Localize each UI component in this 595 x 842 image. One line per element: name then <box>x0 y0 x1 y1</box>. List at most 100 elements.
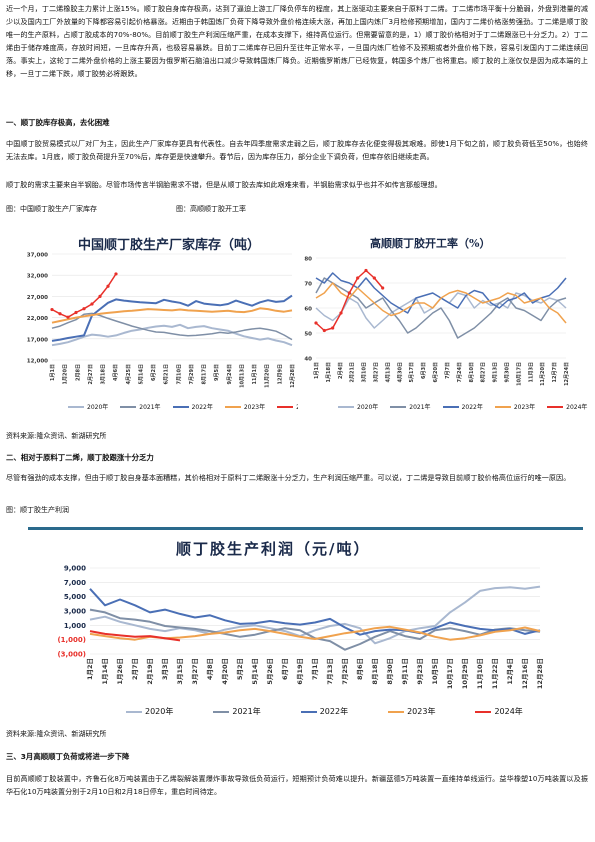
series-line-3 <box>51 307 293 324</box>
x-tick-label: 11月22日 <box>491 658 499 689</box>
x-tick-label: 1月26日 <box>116 658 124 685</box>
x-tick-label: 6月2日 <box>150 364 157 381</box>
series-point <box>347 291 351 295</box>
x-tick-label: 8月30日 <box>386 658 394 685</box>
operating-rate-chart: 高顺顺丁胶开工率（%） 40 50 60 70 80 1月1日 1月18日 2月4日 2月21日… <box>298 226 587 414</box>
y-tick-label: 5,000 <box>64 593 86 601</box>
section-3-heading: 三、3月高顺顺丁负荷或将进一步下降 <box>6 752 130 761</box>
x-tick-label: 8月10日 <box>468 362 475 382</box>
section-1-heading: 一、顺丁胶库存极高，去化困难 <box>6 118 110 127</box>
profit-chart: 顺丁胶生产利润（元/吨） (3,000) (1,000) 1,000 3,000 5,0… <box>28 527 583 722</box>
profit-chart-title: 顺丁胶生产利润（元/吨） <box>176 540 371 558</box>
x-tick-label: 7月7日 <box>444 362 451 379</box>
legend-entry: 2023年 <box>494 402 536 411</box>
inventory-chart-plot: 12,000 17,000 22,000 27,000 32,000 37,000 1月1日… <box>27 253 295 388</box>
legend-label: 2023年 <box>243 404 266 411</box>
x-tick-label: 11月20日 <box>539 362 546 386</box>
series-point <box>364 268 368 273</box>
y-tick-label: 37,000 <box>27 253 48 259</box>
y-tick-label: 80 <box>304 257 312 263</box>
y-tick-label: 40 <box>304 357 312 363</box>
series-point <box>381 286 385 290</box>
x-tick-label: 6月7日 <box>281 658 289 680</box>
source-note-2: 资料来源:隆众资讯、新湖研究所 <box>6 730 107 738</box>
series-line-3 <box>315 282 567 324</box>
y-tick-label: 22,000 <box>27 316 48 322</box>
series-line-0 <box>89 585 541 645</box>
y-tick-label: 12,000 <box>27 359 48 365</box>
series-line-4 <box>89 630 181 642</box>
profit-chart-legend: 2020年 2021年 2022年 2023年 2024年 <box>126 706 523 717</box>
x-tick-label: 9月30日 <box>503 362 510 382</box>
x-tick-label: 9月11日 <box>401 658 409 685</box>
series-point <box>339 311 343 315</box>
legend-entry: 2024年 <box>547 402 587 411</box>
legend-entry: 2022年 <box>172 402 213 411</box>
x-tick-label: 10月29日 <box>461 658 469 689</box>
x-tick-label: 12月28日 <box>289 364 295 388</box>
legend-entry: 2022年 <box>300 706 349 717</box>
x-tick-label: 11月10日 <box>476 658 484 689</box>
section-1-paragraph-1: 中国顺丁胶贸易模式以厂对厂为主，因此生产厂家库存更具有代表性。自去年四季度需求走… <box>6 139 588 161</box>
y-tick-label: 32,000 <box>27 274 48 280</box>
intro-paragraph: 近一个月，丁二烯橡胶主力累计上涨15%。顺丁胶自身库存极高，达到了逼迫上游工厂降… <box>6 4 588 78</box>
x-tick-label: 12月9日 <box>276 364 283 384</box>
profit-chart-plot: (3,000) (1,000) 1,000 3,000 5,000 7,000 9,000 1… <box>57 565 544 690</box>
legend-entry: 2023年 <box>224 402 266 411</box>
legend-swatch <box>390 405 407 408</box>
series-line-4 <box>51 273 117 318</box>
x-tick-label: 6月21日 <box>163 364 170 384</box>
y-tick-label: 27,000 <box>27 295 48 301</box>
inventory-chart: 中国顺丁胶生产厂家库存（吨） 12,000 17,000 22,000 27,000 3… <box>20 226 317 414</box>
legend-swatch <box>277 405 294 408</box>
y-tick-label: (1,000) <box>57 636 86 644</box>
x-tick-label: 9月13日 <box>492 362 499 382</box>
x-tick-label: 7月24日 <box>456 362 463 382</box>
series-point <box>356 276 360 280</box>
x-tick-label: 3月10日 <box>361 362 368 382</box>
x-tick-label: 4月13日 <box>384 362 391 382</box>
y-tick-label: 3,000 <box>64 608 86 616</box>
series-line-1 <box>315 277 567 339</box>
x-tick-label: 12月7日 <box>551 362 558 382</box>
series-point <box>331 326 335 330</box>
series-point <box>90 302 94 306</box>
x-tick-label: 2月19日 <box>146 658 154 685</box>
x-tick-label: 12月16日 <box>521 658 529 689</box>
operating-rate-chart-legend: 2020年 2021年 2022年 2023年 2024年 <box>338 402 587 411</box>
legend-label: 2021年 <box>409 404 431 411</box>
legend-swatch <box>68 405 84 408</box>
x-tick-label: 11月1日 <box>251 364 258 384</box>
source-note-1: 资料来源:隆众资讯、新湖研究所 <box>6 432 107 440</box>
legend-entry: 2021年 <box>213 706 261 717</box>
series-line-0 <box>51 323 293 347</box>
x-tick-label: 11月3日 <box>527 362 534 382</box>
legend-label: 2020年 <box>145 707 174 716</box>
x-tick-label: 1月1日 <box>313 362 320 379</box>
x-tick-label: 2月8日 <box>74 364 81 381</box>
x-tick-label: 2月27日 <box>87 364 94 384</box>
x-tick-label: 2月4日 <box>337 362 344 379</box>
legend-label: 2023年 <box>407 707 436 716</box>
legend-entry: 2020年 <box>126 706 173 717</box>
x-tick-label: 3月27日 <box>373 362 380 382</box>
x-tick-label: 4月30日 <box>396 362 403 382</box>
x-tick-label: 9月5日 <box>213 364 220 381</box>
x-tick-label: 9月23日 <box>416 658 424 685</box>
series-point <box>66 315 70 319</box>
x-tick-label: 2月7日 <box>131 658 139 680</box>
legend-label: 2022年 <box>461 404 483 411</box>
legend-label: 2022年 <box>319 707 349 716</box>
legend-label: 2024年 <box>494 707 523 716</box>
x-tick-label: 4月25日 <box>125 364 132 384</box>
x-tick-label: 11月20日 <box>264 364 271 388</box>
section-3-paragraph-1: 目前高顺顺丁胶装置中，齐鲁石化8万吨装置由于乙烯裂解装置爆炸事故导致低负荷运行，… <box>6 774 588 796</box>
legend-entry: 2024年 <box>475 706 523 717</box>
series-point <box>106 284 110 288</box>
legend-label: 2023年 <box>513 404 536 411</box>
series-line-2 <box>89 588 541 636</box>
x-tick-label: 5月14日 <box>251 658 259 685</box>
legend-entry: 2021年 <box>390 402 431 411</box>
series-point <box>322 328 326 333</box>
